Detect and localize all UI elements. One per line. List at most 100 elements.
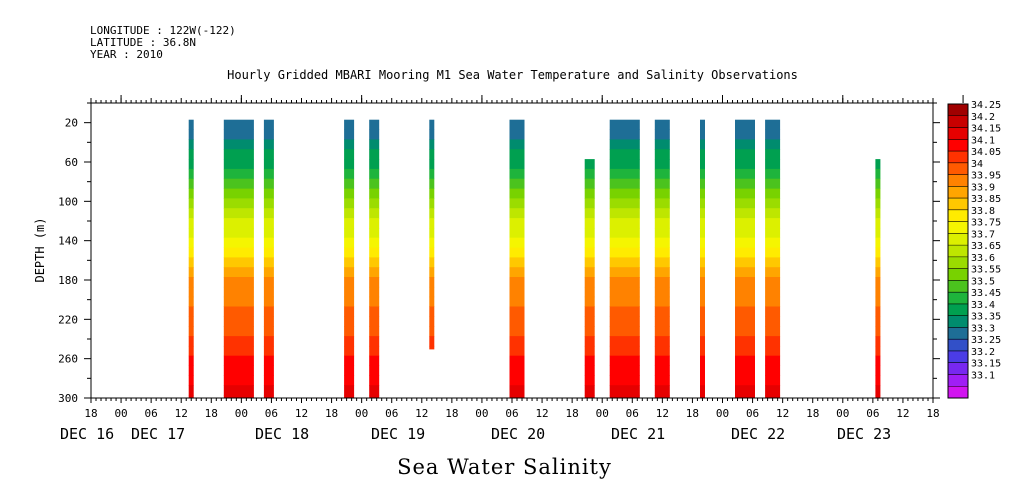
profile-cell xyxy=(654,316,670,327)
profile-cell xyxy=(875,306,881,317)
profile-cell xyxy=(765,277,781,288)
profile-cell xyxy=(765,345,781,357)
profile-cell xyxy=(263,218,274,229)
profile-cell xyxy=(875,365,881,376)
profile-cell xyxy=(875,198,881,209)
profile-cell xyxy=(223,129,254,140)
profile-cell xyxy=(654,237,670,248)
profile-cell xyxy=(584,336,595,347)
profile-cell xyxy=(700,385,705,396)
profile-cell xyxy=(188,208,194,219)
profile-cell xyxy=(700,119,705,130)
profile-cell xyxy=(263,316,274,327)
profile-cell xyxy=(369,385,380,396)
colorbar-swatch xyxy=(948,327,968,340)
x-hour-tick-label: 12 xyxy=(295,407,308,420)
profile-cell xyxy=(654,227,670,239)
colorbar-swatch xyxy=(948,280,968,293)
profile-cell xyxy=(188,395,194,399)
profile-cell xyxy=(700,326,705,337)
profile-cell xyxy=(735,375,755,386)
profile-cell xyxy=(584,168,595,180)
profile-cell xyxy=(875,208,881,219)
profile-cell xyxy=(609,149,640,160)
profile-cell xyxy=(344,355,355,366)
colorbar-label: 33.25 xyxy=(971,335,1001,346)
profile-cell xyxy=(344,336,355,347)
colorbar-swatch xyxy=(948,139,968,152)
y-tick-label: 100 xyxy=(58,195,78,208)
profile-cell xyxy=(609,247,640,258)
profile-cell xyxy=(609,385,640,396)
profile-cell xyxy=(369,286,380,298)
profile-cell xyxy=(654,168,670,180)
profile-cell xyxy=(188,159,194,170)
colorbar-swatch xyxy=(948,362,968,375)
profile-cell xyxy=(765,336,781,347)
profile-cell xyxy=(654,385,670,396)
x-hour-tick-label: 18 xyxy=(325,407,338,420)
profile-cell xyxy=(263,149,274,160)
profile-cell xyxy=(344,286,355,298)
profile-cell xyxy=(369,365,380,376)
profile-cell xyxy=(584,267,595,278)
profile-cell xyxy=(654,277,670,288)
profile-cell xyxy=(735,208,755,219)
colorbar-label: 33.15 xyxy=(971,359,1001,370)
profile-cell xyxy=(609,218,640,229)
colorbar-label: 33.6 xyxy=(971,253,995,264)
profile-cell xyxy=(263,355,274,366)
profile-cell xyxy=(263,365,274,376)
profile-cell xyxy=(429,188,435,199)
profile-cell xyxy=(765,119,781,130)
profile-cell xyxy=(765,198,781,209)
colorbar-swatch xyxy=(948,339,968,352)
profile-cell xyxy=(735,257,755,268)
profile-cell xyxy=(188,336,194,347)
colorbar-label: 34.2 xyxy=(971,112,995,123)
colorbar-swatch xyxy=(948,198,968,211)
profile-cell xyxy=(765,326,781,337)
x-hour-tick-label: 00 xyxy=(475,407,488,420)
profile-cell xyxy=(584,237,595,248)
profile-cell xyxy=(263,227,274,239)
x-hour-tick-label: 00 xyxy=(235,407,248,420)
profile-cell xyxy=(369,247,380,258)
profile-cell xyxy=(609,208,640,219)
profile-cell xyxy=(188,345,194,357)
profile-cell xyxy=(584,178,595,189)
x-hour-tick-label: 18 xyxy=(84,407,97,420)
profile-cell xyxy=(263,188,274,199)
profile-cell xyxy=(263,306,274,317)
profile-cell xyxy=(700,336,705,347)
profile-cell xyxy=(188,355,194,366)
y-tick-label: 220 xyxy=(58,313,78,326)
profile-cell xyxy=(369,168,380,180)
profile-cell xyxy=(223,218,254,229)
profile-cell xyxy=(369,208,380,219)
axes: 18 00 06 12 18 00 06 12 18 00 06 12 18 00 06 12 18 00 06 12… xyxy=(58,95,964,443)
profile-cell xyxy=(509,336,525,347)
profile-cell xyxy=(700,168,705,180)
profile-cell xyxy=(700,218,705,229)
profile-cell xyxy=(188,375,194,386)
profile-cell xyxy=(700,267,705,278)
x-day-label: DEC 22 xyxy=(731,425,785,443)
profile-cell xyxy=(429,139,435,150)
profile-cell xyxy=(700,316,705,327)
profile-cell xyxy=(700,375,705,386)
colorbar-label: 34.25 xyxy=(971,100,1001,111)
profile-cell xyxy=(609,277,640,288)
profile-cell xyxy=(735,218,755,229)
profile-cell xyxy=(188,188,194,199)
colorbar-swatch xyxy=(948,162,968,176)
profile-cell xyxy=(223,227,254,239)
profile-cell xyxy=(188,257,194,268)
profile-cell xyxy=(765,218,781,229)
profile-cell xyxy=(509,218,525,229)
colorbar-label: 34 xyxy=(971,159,983,170)
profile-cell xyxy=(765,267,781,278)
profile-cell xyxy=(584,316,595,327)
profile-cell xyxy=(735,129,755,140)
profile-cell xyxy=(223,198,254,209)
